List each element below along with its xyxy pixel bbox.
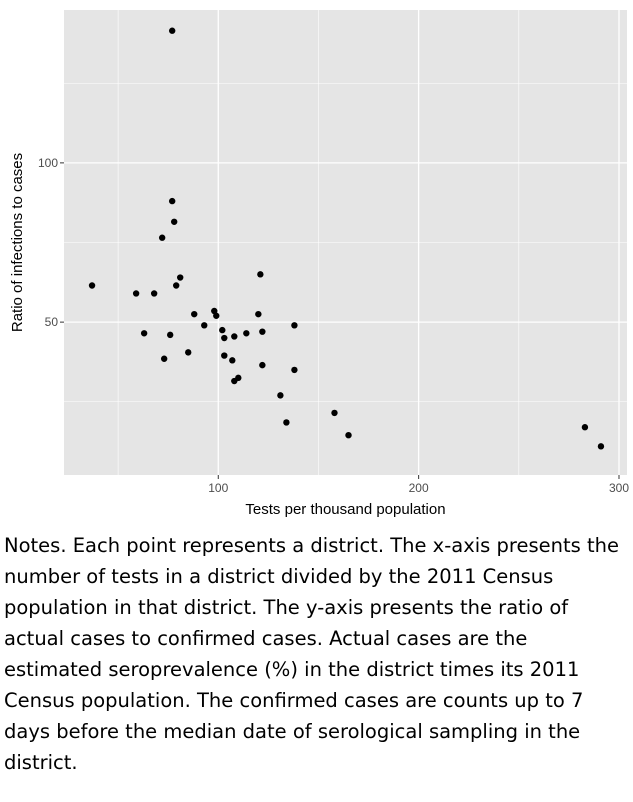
scatter-point xyxy=(88,282,96,289)
y-axis-title: Ratio of infections to cases xyxy=(9,153,26,332)
scatter-point xyxy=(581,424,589,431)
scatter-point xyxy=(277,392,284,399)
minor-gridlines xyxy=(64,10,627,475)
scatter-point xyxy=(211,307,218,315)
scatter-point xyxy=(170,218,178,225)
scatter-point xyxy=(331,409,338,417)
x-tick-label: 300 xyxy=(609,481,629,495)
scatter-point xyxy=(150,290,158,297)
y-tick-label: 50 xyxy=(45,315,59,329)
scatter-point xyxy=(177,274,184,281)
scatter-point xyxy=(140,330,148,337)
scatter-point xyxy=(597,443,605,450)
scatter-point xyxy=(221,352,228,359)
scatter-point xyxy=(259,328,266,335)
x-tick-label: 200 xyxy=(409,481,429,495)
scatter-point xyxy=(257,271,264,278)
scatter-point xyxy=(283,419,290,426)
x-tick-label: 100 xyxy=(208,481,228,495)
x-axis-ticks: 100 200 300 xyxy=(208,475,629,495)
scatter-point xyxy=(291,322,298,329)
data-points xyxy=(88,27,605,450)
major-gridlines xyxy=(64,10,627,475)
y-tick-label: 100 xyxy=(38,156,58,170)
scatter-point xyxy=(172,282,180,289)
scatter-chart: 100 200 300 50 100 Tests per thousand popul… xyxy=(9,10,629,518)
scatter-point xyxy=(168,197,176,205)
scatter-point xyxy=(243,330,250,337)
scatter-point xyxy=(231,333,238,340)
scatter-point xyxy=(191,310,198,318)
scatter-point xyxy=(219,326,226,334)
y-axis-ticks: 50 100 xyxy=(38,156,64,329)
scatter-point xyxy=(201,322,208,329)
scatter-point xyxy=(185,349,192,356)
scatter-point xyxy=(213,312,220,319)
scatter-point xyxy=(166,331,174,339)
scatter-point xyxy=(255,310,262,318)
scatter-point xyxy=(160,355,168,362)
scatter-point xyxy=(221,334,228,342)
scatter-point xyxy=(345,431,352,439)
scatter-point xyxy=(235,374,242,382)
scatter-point xyxy=(168,27,176,34)
figure-notes: Notes. Each point represents a district.… xyxy=(4,534,620,774)
scatter-point xyxy=(132,290,140,297)
scatter-point xyxy=(259,361,266,369)
scatter-point xyxy=(158,234,166,241)
x-axis-title: Tests per thousand population xyxy=(245,501,445,518)
scatter-point xyxy=(229,357,236,364)
scatter-point xyxy=(291,366,298,374)
